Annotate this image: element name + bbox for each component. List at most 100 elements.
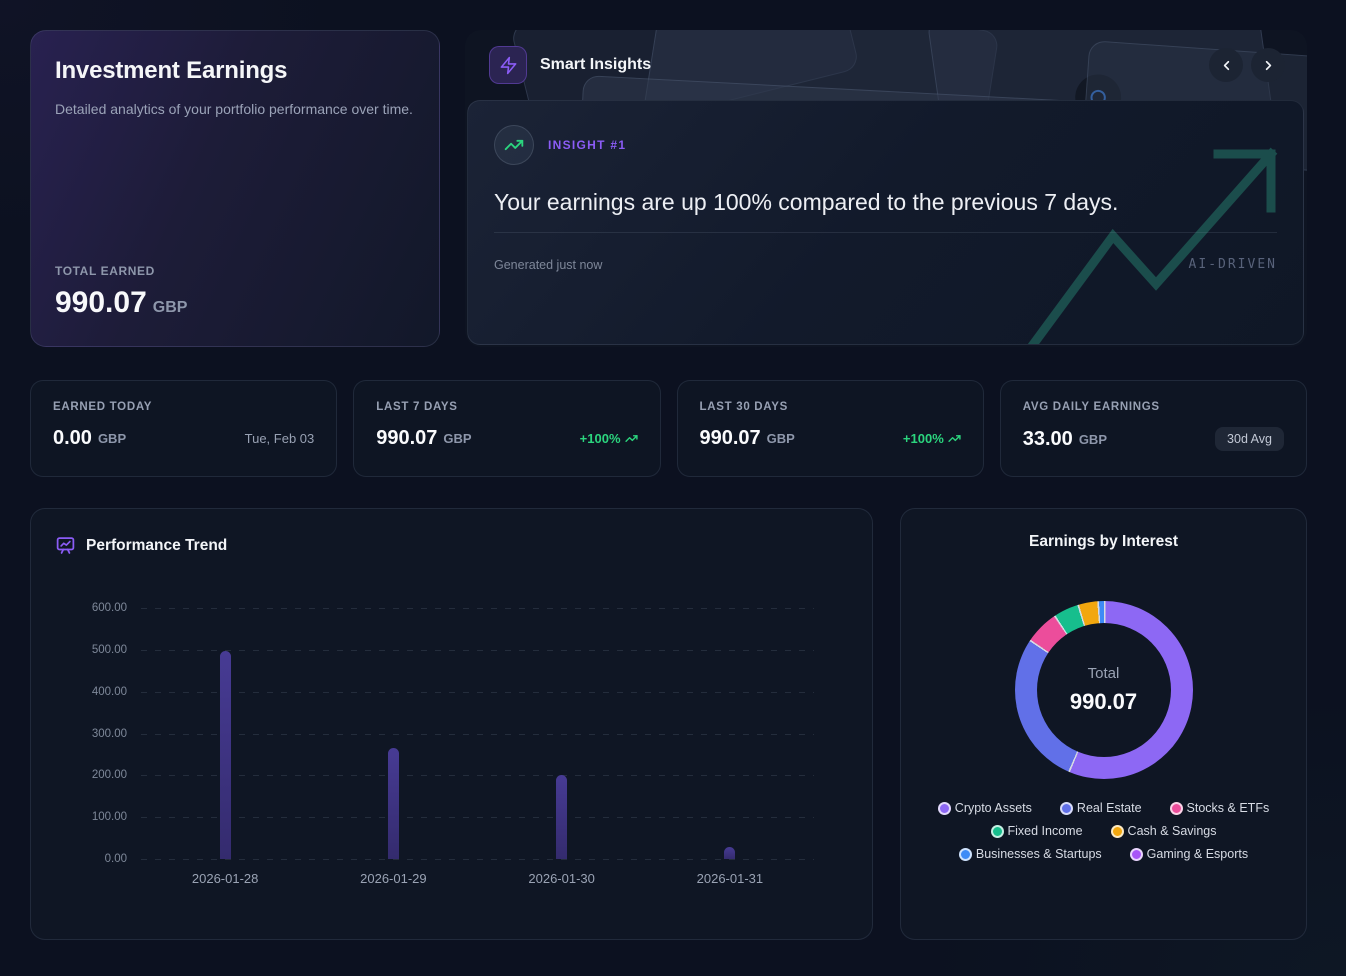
stat-card-last-7-days: LAST 7 DAYS 990.07 GBP +100% [353,380,661,477]
stat-label: EARNED TODAY [53,401,153,413]
ai-driven-tag: AI-DRIVEN [1188,257,1277,272]
legend-dot [937,801,951,815]
legend-label: Gaming & Esports [1146,847,1249,861]
stat-card-last-30-days: LAST 30 DAYS 990.07 GBP +100% [676,380,984,477]
donut-legend: Crypto Assets Real Estate Stocks & ETFs Fix… [937,801,1270,861]
insight-divider [494,232,1277,233]
presentation-chart-icon [55,535,76,556]
gridline [141,608,814,609]
investment-earnings-card: Investment Earnings Detailed analytics o… [30,30,440,347]
smart-insights-card: Smart Insights [465,30,1307,347]
bar-2026-01-30[interactable] [556,775,568,859]
y-tick-label: 500.00 [91,643,127,656]
x-tick-label: 2026-01-30 [528,871,595,886]
total-earned-label: TOTAL EARNED [55,264,155,278]
stat-currency: GBP [766,431,795,446]
trend-percent: +100% [579,431,621,446]
stats-row: EARNED TODAY 0.00 GBP Tue, Feb 03 LAST 7… [30,380,1307,477]
legend-row: Fixed Income Cash & Savings [990,824,1217,838]
performance-trend-title: Performance Trend [86,536,228,554]
x-tick-label: 2026-01-31 [696,871,764,886]
stat-currency: GBP [443,431,472,446]
lightning-bolt-icon [489,46,527,84]
x-tick-label: 2026-01-28 [191,871,259,886]
chevron-right-icon [1261,58,1276,73]
legend-label: Fixed Income [1007,824,1083,838]
legend-item[interactable]: Gaming & Esports [1129,847,1249,861]
insight-meta-row: Generated just now AI-DRIVEN [494,257,1277,272]
legend-row: Businesses & Startups Gaming & Esports [958,847,1249,861]
bar-2026-01-29[interactable] [387,748,399,859]
insight-detail-card: INSIGHT #1 Your earnings are up 100% com… [467,100,1304,345]
y-tick-label: 300.00 [91,727,127,740]
legend-label: Cash & Savings [1127,824,1217,838]
stat-trend: +100% [580,431,638,446]
legend-label: Real Estate [1076,801,1142,815]
performance-trend-header: Performance Trend [55,535,844,556]
total-earned-amount: 990.07 [55,286,147,319]
legend-dot [958,847,972,861]
stat-card-earned-today: EARNED TODAY 0.00 GBP Tue, Feb 03 [30,380,338,477]
donut-chart[interactable]: Total 990.07 [1014,601,1193,779]
insight-number-badge: INSIGHT #1 [548,138,627,152]
page-subtitle: Detailed analytics of your portfolio per… [55,101,413,117]
bar-chart-xaxis: 2026-01-28 2026-01-29 2026-01-30 2026-01-31 [141,871,814,886]
y-tick-label: 100.00 [91,811,127,824]
insight-headline: Your earnings are up 100% compared to th… [494,189,1119,215]
insights-next-button[interactable] [1251,48,1285,82]
trend-percent: +100% [902,431,944,446]
legend-dot [1059,801,1073,815]
legend-dot [990,824,1004,838]
page-title: Investment Earnings [55,57,288,84]
stat-value: 990.07 [699,427,761,449]
insight-badge-row: INSIGHT #1 [494,125,1277,165]
insights-prev-button[interactable] [1209,48,1243,82]
gridline [141,691,814,693]
total-earned-currency: GBP [152,299,188,316]
donut-center-label: Total [1087,665,1120,682]
smart-insights-title: Smart Insights [540,56,652,73]
stat-value: 990.07 [376,427,438,449]
legend-item[interactable]: Cash & Savings [1110,824,1217,838]
bar-2026-01-31[interactable] [724,847,736,859]
stat-trend: +100% [903,431,961,446]
trending-up-icon [948,432,961,445]
legend-item[interactable]: Stocks & ETFs [1169,801,1270,815]
stat-currency: GBP [97,431,127,446]
top-row: Investment Earnings Detailed analytics o… [30,30,1307,347]
stat-label: AVG DAILY EARNINGS [1022,401,1160,413]
bar-chart[interactable]: 600.00 500.00 400.00 300.00 200.00 100.00 0.00… [55,602,844,908]
chevron-left-icon [1219,58,1234,73]
y-tick-label: 200.00 [91,769,127,782]
legend-dot [1169,801,1183,815]
stat-date: Tue, Feb 03 [244,431,315,446]
stat-value: 33.00 [1022,427,1073,450]
donut-center-value: 990.07 [1069,689,1138,714]
y-tick-label: 600.00 [91,602,127,614]
smart-insights-header: Smart Insights [465,30,1307,100]
earnings-by-interest-title: Earnings by Interest [1028,533,1178,550]
legend-label: Crypto Assets [954,801,1032,815]
gridline [141,649,814,651]
stat-value: 0.00 [53,427,92,449]
donut-center: Total 990.07 [1036,623,1171,757]
trending-up-watermark-icon [1027,147,1278,344]
legend-label: Stocks & ETFs [1186,801,1270,815]
bar-plot [141,608,814,860]
stat-currency: GBP [1078,431,1107,447]
legend-item[interactable]: Real Estate [1059,801,1142,815]
stat-period-badge: 30d Avg [1215,427,1284,451]
legend-item[interactable]: Crypto Assets [937,801,1032,815]
gridline [141,859,814,860]
bar-2026-01-28[interactable] [219,651,231,859]
gridline [141,817,814,819]
gridline [141,775,814,777]
y-tick-label: 0.00 [104,853,127,865]
legend-item[interactable]: Businesses & Startups [958,847,1102,861]
trending-up-icon [494,125,534,165]
trending-up-icon [624,432,638,445]
y-tick-label: 400.00 [91,685,127,698]
legend-item[interactable]: Fixed Income [990,824,1083,838]
stat-label: LAST 7 DAYS [376,401,458,413]
